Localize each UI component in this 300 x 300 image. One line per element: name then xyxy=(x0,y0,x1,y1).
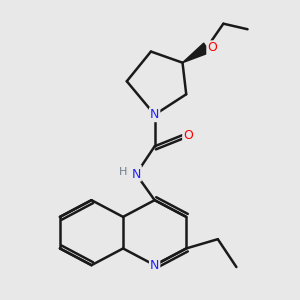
Text: N: N xyxy=(150,108,159,121)
Text: N: N xyxy=(131,168,141,181)
Text: N: N xyxy=(131,166,141,179)
Polygon shape xyxy=(182,43,210,63)
Text: O: O xyxy=(183,129,193,142)
Text: N: N xyxy=(150,259,159,272)
Text: O: O xyxy=(207,41,217,54)
Text: H: H xyxy=(120,167,128,177)
Text: H: H xyxy=(119,167,127,177)
